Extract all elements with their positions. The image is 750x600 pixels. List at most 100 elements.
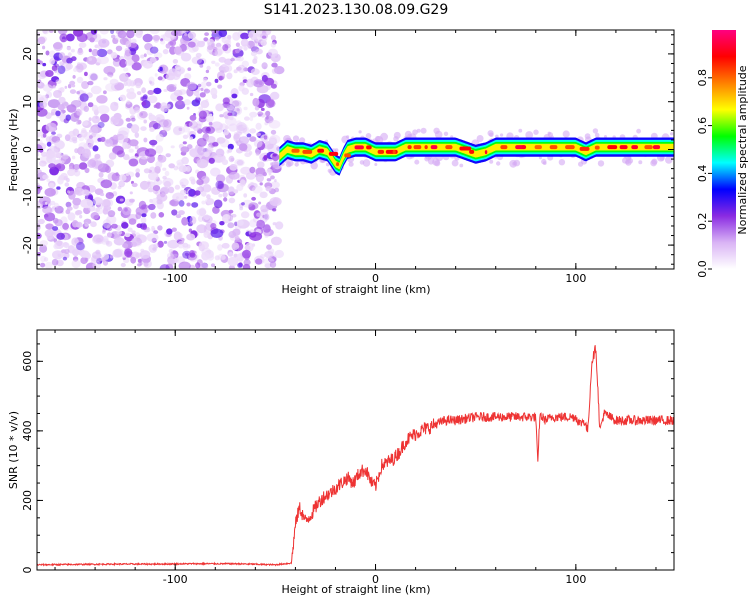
colorbar-tick-label: 0.2 — [696, 212, 709, 230]
noise-blob — [99, 30, 109, 35]
noise-blob — [201, 191, 207, 197]
noise-blob — [71, 136, 78, 142]
band-halo-blob — [558, 159, 566, 166]
noise-blob — [227, 112, 233, 116]
noise-blob — [172, 59, 179, 64]
noise-blob — [258, 201, 262, 205]
colorbar-tick-label: 0.6 — [696, 117, 709, 135]
noise-blob — [131, 182, 138, 188]
noise-blob — [135, 252, 142, 258]
noise-blob — [53, 202, 59, 208]
noise-blob — [119, 73, 129, 82]
band-core-segment — [430, 145, 438, 150]
heatmap-x-ticks: -100 0 100 — [54, 30, 657, 285]
noise-blob — [56, 232, 65, 240]
noise-blob — [211, 186, 221, 195]
colorbar-gradient — [712, 30, 736, 269]
heatmap-y-ticks: 20 10 0 -10 -20 — [21, 34, 674, 265]
noise-blob — [189, 252, 196, 258]
noise-blob — [62, 256, 67, 261]
noise-blob — [179, 178, 189, 187]
noise-blob — [196, 137, 207, 147]
noise-blob — [112, 59, 122, 67]
noise-blob — [238, 143, 248, 152]
snr-x-ticks: -100 0 100 — [54, 330, 657, 586]
noise-blob — [98, 38, 110, 48]
noise-blob — [38, 82, 42, 86]
band-halo-blob — [374, 163, 378, 166]
noise-blob — [149, 46, 159, 54]
noise-blob — [219, 221, 225, 226]
noise-blob — [37, 218, 45, 225]
noise-blob — [64, 134, 71, 142]
noise-blob — [228, 252, 234, 257]
noise-blob — [126, 30, 135, 39]
noise-blob — [228, 171, 240, 180]
noise-blob — [96, 237, 102, 243]
x-tick-label: 100 — [565, 573, 586, 586]
noise-blob — [42, 45, 46, 50]
noise-blob — [149, 139, 158, 146]
noise-blob — [79, 101, 88, 111]
noise-blob — [233, 69, 238, 74]
band-halo-blob — [625, 160, 630, 165]
noise-blob — [255, 258, 263, 265]
noise-blob — [181, 184, 186, 188]
noise-blob — [143, 119, 147, 124]
noise-blob — [119, 174, 127, 182]
noise-blob — [254, 106, 260, 111]
noise-blob — [162, 129, 166, 133]
noise-blob — [163, 180, 171, 188]
noise-blob — [91, 115, 100, 124]
noise-blob — [70, 100, 82, 108]
band-halo-blob — [450, 135, 454, 139]
noise-blob — [198, 106, 204, 110]
noise-blob — [208, 157, 215, 164]
noise-blob — [274, 187, 280, 193]
noise-blob — [53, 90, 62, 98]
noise-blob — [206, 198, 215, 205]
noise-blob — [187, 31, 197, 39]
noise-blob — [271, 161, 279, 169]
noise-blob — [233, 189, 239, 194]
noise-blob — [112, 249, 123, 258]
y-tick-label: 600 — [21, 351, 34, 372]
noise-blob — [91, 251, 102, 259]
noise-blob — [236, 219, 244, 226]
band-core-segment — [644, 145, 653, 150]
noise-blob — [270, 175, 275, 180]
noise-blob — [128, 148, 134, 153]
noise-blob — [96, 48, 108, 58]
noise-blob — [100, 192, 105, 197]
noise-blob — [56, 186, 61, 190]
noise-blob — [143, 53, 147, 58]
noise-blob — [92, 260, 101, 269]
band-core-segment — [291, 148, 300, 153]
noise-blob — [173, 89, 183, 97]
band-halo-blob — [495, 134, 499, 139]
noise-blob — [67, 190, 71, 194]
noise-blob — [136, 91, 142, 96]
noise-blob — [240, 38, 249, 47]
noise-blob — [255, 173, 264, 183]
noise-blob — [148, 171, 159, 181]
noise-blob — [200, 81, 207, 89]
noise-blob — [270, 34, 277, 41]
noise-blob — [250, 51, 257, 57]
noise-blob — [274, 179, 277, 183]
noise-blob — [46, 141, 52, 147]
noise-blob — [67, 84, 72, 89]
noise-blob — [222, 44, 229, 52]
band-halo-blob — [650, 159, 657, 167]
noise-blob — [238, 45, 243, 51]
noise-blob — [125, 59, 135, 66]
heatmap-y-axis-label: Frequency (Hz) — [7, 109, 20, 192]
band-halo-blob — [407, 133, 412, 138]
noise-blob — [72, 75, 76, 79]
noise-blob — [218, 75, 225, 81]
colorbar-tick-label: 0.4 — [696, 165, 709, 183]
noise-blob — [270, 41, 276, 48]
noise-blob — [184, 195, 188, 199]
noise-blob — [215, 42, 222, 48]
noise-blob — [270, 83, 277, 89]
